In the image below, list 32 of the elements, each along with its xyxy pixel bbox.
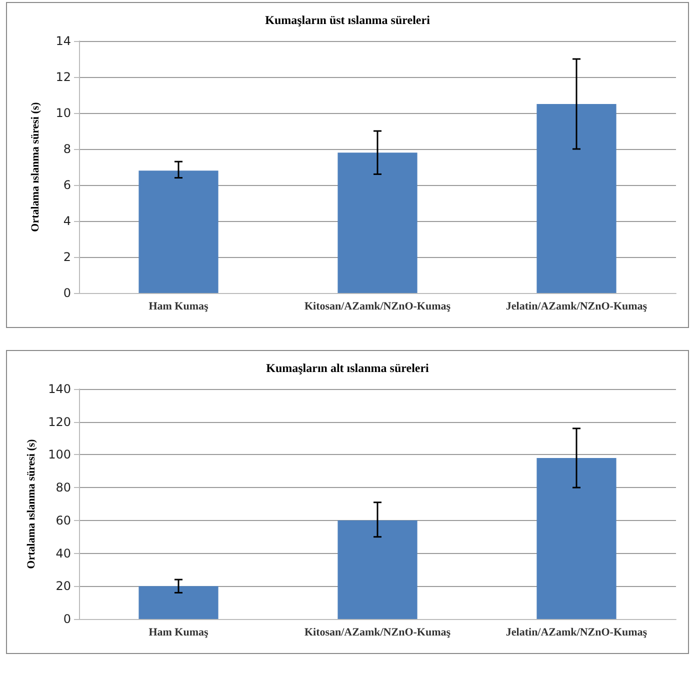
- bar: [536, 458, 616, 619]
- y-tick-label: 120: [48, 414, 71, 429]
- x-tick-label: Jelatin/AZamk/NZnO-Kumaş: [506, 626, 648, 638]
- chart-title: Kumaşların üst ıslanma süreleri: [265, 13, 431, 27]
- y-tick-label: 10: [56, 106, 71, 120]
- y-tick-label: 6: [63, 178, 71, 192]
- x-tick-label: Kitosan/AZamk/NZnO-Kumaş: [304, 300, 452, 312]
- y-tick-label: 60: [56, 513, 71, 528]
- bar: [536, 104, 616, 293]
- bar: [138, 170, 218, 293]
- y-tick-label: 8: [63, 142, 71, 156]
- y-tick-label: 20: [56, 579, 71, 594]
- y-axis-title: Ortalama ıslanma süresi (s): [30, 102, 42, 232]
- x-tick-label: Ham Kumaş: [148, 626, 210, 638]
- x-tick-label: Ham Kumaş: [148, 300, 210, 312]
- y-tick-label: 80: [56, 480, 71, 495]
- y-tick-label: 40: [56, 546, 71, 560]
- x-tick-label: Kitosan/AZamk/NZnO-Kumaş: [304, 626, 452, 638]
- x-tick-label: Jelatin/AZamk/NZnO-Kumaş: [506, 300, 648, 312]
- chart-title: Kumaşların alt ıslanma süreleri: [266, 361, 430, 375]
- bar: [338, 152, 418, 293]
- y-tick-label: 12: [56, 70, 71, 84]
- bar: [138, 586, 218, 619]
- y-tick-label: 2: [63, 250, 71, 264]
- bar: [338, 520, 418, 619]
- y-axis-title: Ortalama ıslanma süresi (s): [26, 438, 38, 569]
- y-tick-label: 14: [56, 34, 71, 48]
- y-tick-label: 100: [48, 448, 71, 462]
- y-tick-label: 0: [63, 286, 71, 300]
- y-tick-label: 4: [63, 214, 71, 228]
- y-tick-label: 140: [48, 382, 71, 396]
- y-tick-label: 0: [63, 612, 71, 626]
